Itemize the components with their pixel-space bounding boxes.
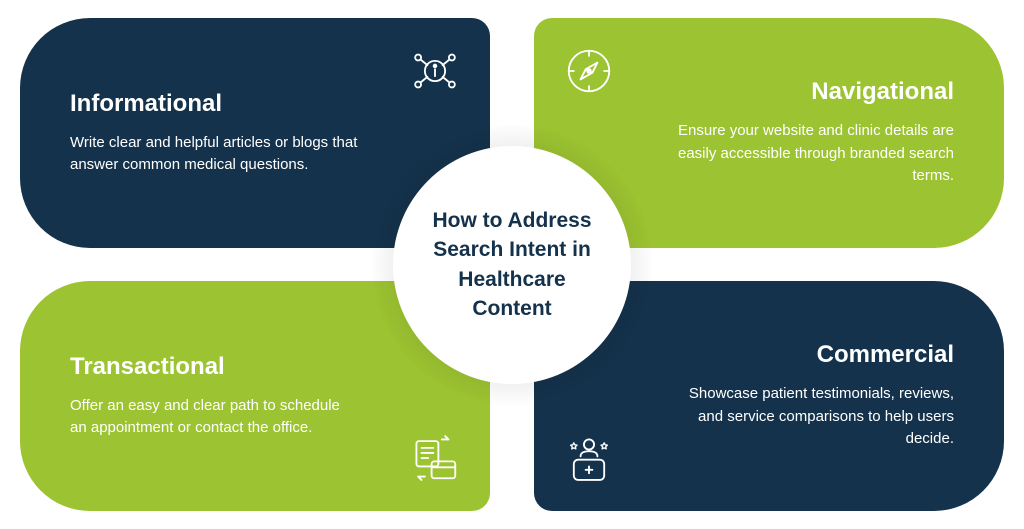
quad-desc-transactional: Offer an easy and clear path to schedule… <box>70 395 360 440</box>
quad-title-transactional: Transactional <box>70 353 360 381</box>
quad-desc-commercial: Showcase patient testimonials, reviews, … <box>664 383 954 451</box>
infographic-container: Informational Write clear and helpful ar… <box>0 0 1024 529</box>
center-title: How to Address Search Intent in Healthca… <box>419 206 605 324</box>
reviews-icon <box>562 431 616 485</box>
quad-title-commercial: Commercial <box>664 341 954 369</box>
quad-title-informational: Informational <box>70 90 360 118</box>
transaction-icon <box>408 431 462 485</box>
quad-desc-navigational: Ensure your website and clinic details a… <box>664 120 954 188</box>
compass-icon <box>562 44 616 98</box>
center-circle: How to Address Search Intent in Healthca… <box>393 146 631 384</box>
info-network-icon <box>408 44 462 98</box>
quad-desc-informational: Write clear and helpful articles or blog… <box>70 132 360 177</box>
quad-title-navigational: Navigational <box>664 78 954 106</box>
